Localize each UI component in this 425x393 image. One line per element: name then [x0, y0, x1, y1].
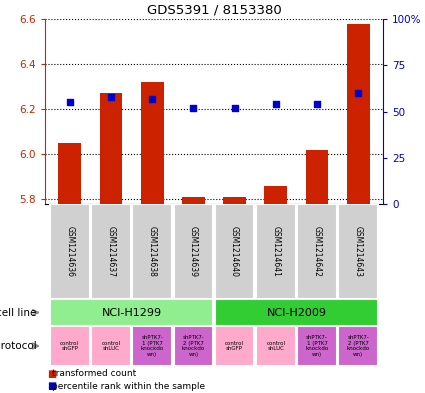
Text: shPTK7-
1 (PTK7
knockdo
wn): shPTK7- 1 (PTK7 knockdo wn) [141, 335, 164, 356]
Text: NCI-H2009: NCI-H2009 [266, 307, 326, 318]
Bar [338, 204, 378, 299]
Bar [338, 326, 378, 366]
Text: protocol: protocol [0, 341, 37, 351]
Text: GSM1214643: GSM1214643 [354, 226, 363, 277]
Bar [91, 204, 131, 299]
Bar [256, 204, 296, 299]
Text: cell line: cell line [0, 307, 37, 318]
Point [66, 99, 73, 105]
Text: percentile rank within the sample: percentile rank within the sample [52, 382, 205, 391]
Text: GSM1214637: GSM1214637 [106, 226, 116, 277]
Text: GSM1214642: GSM1214642 [312, 226, 322, 277]
Bar [215, 204, 255, 299]
Text: control
shGFP: control shGFP [225, 341, 244, 351]
Text: GSM1214638: GSM1214638 [147, 226, 157, 277]
Bar [50, 204, 90, 299]
Text: GSM1214641: GSM1214641 [271, 226, 280, 277]
Bar [306, 150, 329, 204]
Bar [256, 326, 296, 366]
Text: GSM1214636: GSM1214636 [65, 226, 74, 277]
Bar [173, 326, 213, 366]
Text: GSM1214640: GSM1214640 [230, 226, 239, 277]
Bar [132, 326, 172, 366]
Bar [297, 204, 337, 299]
Bar [182, 197, 205, 204]
Bar [223, 197, 246, 204]
Bar [141, 82, 164, 204]
Text: transformed count: transformed count [52, 369, 136, 378]
Point [355, 90, 362, 96]
Point [149, 95, 156, 102]
Point [231, 105, 238, 111]
Text: control
shLUC: control shLUC [102, 341, 120, 351]
Bar [50, 299, 213, 326]
Bar [347, 24, 370, 204]
Title: GDS5391 / 8153380: GDS5391 / 8153380 [147, 4, 281, 17]
Text: shPTK7-
2 (PTK7
knockdo
wn): shPTK7- 2 (PTK7 knockdo wn) [347, 335, 370, 356]
Point [108, 94, 114, 100]
Text: ■: ■ [47, 381, 56, 391]
Bar [297, 326, 337, 366]
Bar [58, 143, 81, 204]
Text: ■: ■ [47, 369, 56, 378]
Point [272, 101, 279, 107]
Text: NCI-H1299: NCI-H1299 [102, 307, 162, 318]
Bar [264, 186, 287, 204]
Bar [215, 326, 255, 366]
Point [190, 105, 197, 111]
Text: control
shLUC: control shLUC [266, 341, 285, 351]
Bar [50, 326, 90, 366]
Point [314, 101, 320, 107]
Bar [91, 326, 131, 366]
Text: control
shGFP: control shGFP [60, 341, 79, 351]
Bar [132, 204, 172, 299]
Text: shPTK7-
1 (PTK7
knockdo
wn): shPTK7- 1 (PTK7 knockdo wn) [306, 335, 329, 356]
Bar [173, 204, 213, 299]
Text: GSM1214639: GSM1214639 [189, 226, 198, 277]
Bar [99, 94, 122, 204]
Bar [215, 299, 378, 326]
Text: shPTK7-
2 (PTK7
knockdo
wn): shPTK7- 2 (PTK7 knockdo wn) [182, 335, 205, 356]
